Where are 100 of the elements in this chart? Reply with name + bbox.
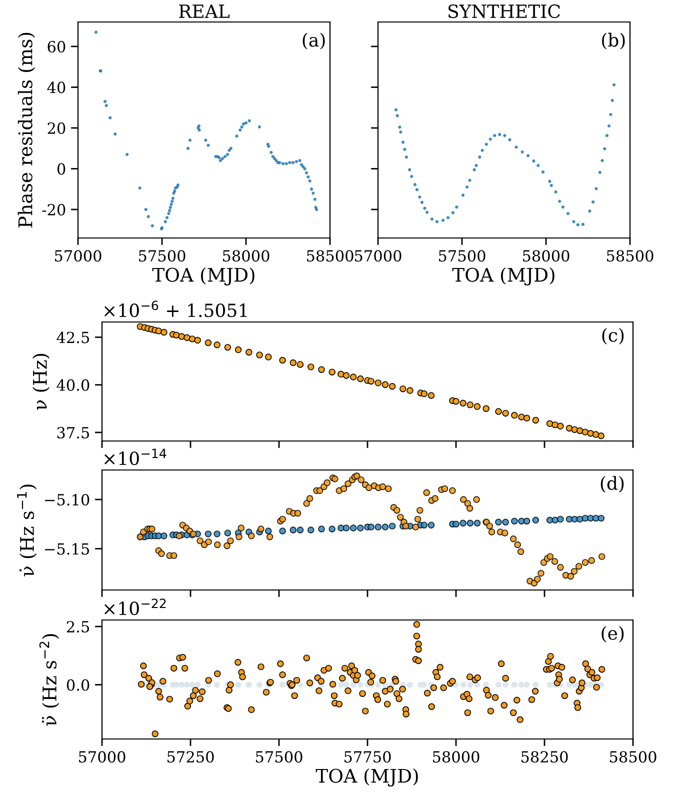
point [468, 178, 472, 182]
point [532, 159, 536, 163]
point [461, 194, 465, 197]
x-tick-label: 58000 [432, 751, 480, 763]
point [493, 134, 496, 138]
x-tick-label: 57750 [344, 751, 391, 763]
point [435, 220, 439, 224]
point [484, 142, 488, 146]
point [430, 217, 434, 221]
x-tick-label: 57500 [256, 751, 302, 763]
x-tick-label: 58000 [222, 250, 270, 262]
y-tick-label: 40.0 [56, 379, 90, 391]
x-tick-label: 57000 [78, 751, 126, 763]
point [609, 112, 612, 116]
point [520, 150, 524, 154]
point [408, 168, 412, 172]
point [605, 134, 609, 138]
point [548, 180, 552, 183]
point [508, 138, 512, 142]
x-tick-label: 58250 [521, 751, 568, 763]
x-tick-label: 57000 [354, 250, 402, 262]
point [401, 140, 405, 144]
point [403, 148, 406, 151]
text: ×10$^{−22}$ [104, 598, 166, 616]
point [550, 184, 553, 187]
point [398, 126, 402, 129]
point [610, 98, 614, 102]
annotation: (c) [602, 328, 624, 344]
y-axis-title: ν̈ (Hz s$^{−2}$) [39, 634, 60, 726]
point [612, 83, 616, 86]
y-tick-label: 60 [48, 40, 66, 52]
y-tick-label: -20 [42, 204, 66, 216]
point [410, 174, 414, 178]
point [415, 188, 419, 192]
x-tick-label: 57000 [54, 250, 102, 262]
y-tick-label: 2.5 [66, 620, 90, 633]
annotation: (e) [602, 626, 624, 642]
point [558, 200, 562, 203]
point [396, 114, 399, 118]
point [594, 187, 598, 190]
y-tick-label: 42.5 [56, 332, 90, 344]
point [588, 210, 592, 213]
point [480, 148, 484, 152]
point [413, 183, 417, 186]
x-tick-label: 58500 [606, 250, 654, 262]
chart-title: SYNTHETIC [448, 4, 560, 18]
chart-title: REAL [179, 4, 230, 18]
point [399, 130, 402, 134]
point [566, 212, 570, 216]
point [536, 164, 540, 168]
point [488, 138, 492, 141]
point [526, 154, 530, 158]
x-tick-label: 57500 [438, 250, 486, 262]
x-tick-label: 57500 [138, 250, 186, 262]
y-tick-label: 20 [48, 122, 66, 134]
point [607, 124, 611, 128]
x-axis-title: TOA (MJD) [452, 267, 554, 286]
point [441, 218, 445, 222]
point [451, 211, 454, 214]
y-tick-label: 0 [57, 163, 66, 175]
annotation: (b) [602, 32, 625, 50]
text: ×10$^{−6}$ + 1.5051 [104, 300, 247, 318]
point [572, 220, 576, 224]
point [478, 156, 482, 159]
point [503, 134, 506, 138]
point [472, 168, 476, 172]
y-tick-label: −5.10 [44, 494, 90, 506]
point [420, 200, 424, 204]
x-tick-label: 58500 [610, 751, 656, 763]
y-axis-title: ν̇ (Hz s$^{−1}$) [17, 484, 37, 576]
y-axis-title: ν (Hz) [32, 354, 50, 410]
point [404, 156, 408, 159]
point [591, 200, 595, 204]
point [446, 216, 450, 220]
point [541, 170, 545, 174]
text: ×10$^{−14}$ [104, 448, 166, 466]
point [554, 190, 558, 194]
y-tick-label: 0.0 [66, 679, 90, 691]
point [576, 223, 580, 226]
point [514, 146, 518, 149]
point [394, 108, 398, 112]
point [423, 206, 426, 210]
y-tick-label: −5.15 [44, 543, 90, 555]
y-tick-label: 37.5 [57, 426, 90, 438]
x-axis-title: TOA (MJD) [316, 768, 418, 787]
point [581, 222, 585, 226]
point [474, 164, 478, 168]
x-tick-label: 58500 [306, 250, 354, 262]
point [418, 195, 422, 199]
point [603, 147, 606, 150]
annotation: (d) [600, 476, 624, 493]
y-tick-label: 40 [47, 82, 66, 94]
point [426, 210, 429, 214]
annotation: (a) [302, 32, 325, 50]
y-axis-title: Phase residuals (ms) [18, 32, 36, 228]
point [465, 186, 469, 189]
point [600, 159, 604, 162]
x-tick-label: 58000 [522, 250, 570, 262]
point [498, 132, 502, 136]
point [455, 205, 458, 209]
